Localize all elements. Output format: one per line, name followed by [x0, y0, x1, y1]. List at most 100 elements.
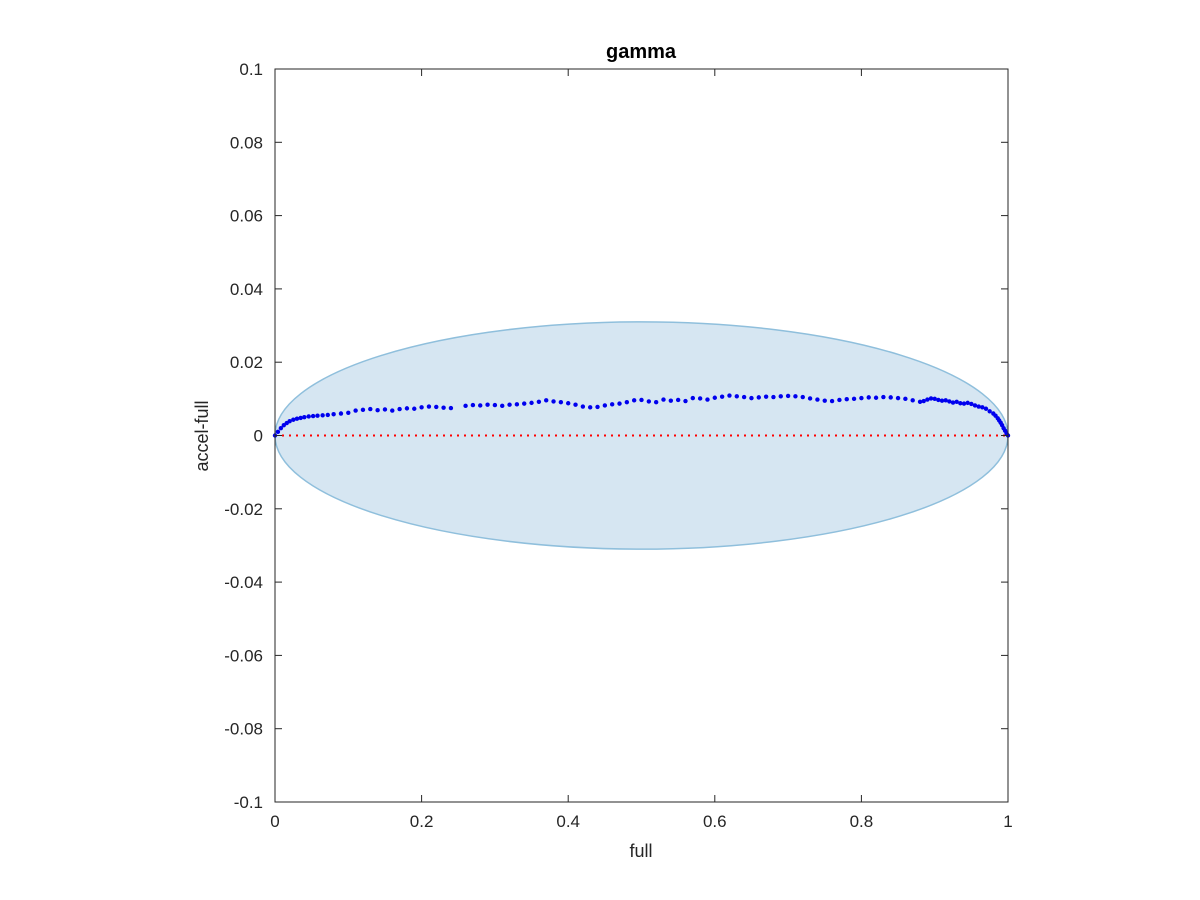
x-tick-label: 0.2 [410, 812, 434, 831]
data-point [756, 395, 761, 400]
data-point [368, 406, 373, 412]
data-point [646, 399, 652, 404]
data-point [448, 405, 454, 411]
x-tick-label: 0.8 [850, 812, 874, 831]
data-point [294, 416, 300, 421]
data-point [580, 404, 586, 409]
data-point [741, 394, 747, 400]
data-point [888, 395, 893, 400]
data-point [917, 399, 923, 404]
data-point [895, 395, 901, 401]
data-point [910, 398, 915, 403]
x-axis-label: full [629, 841, 652, 861]
data-point [397, 406, 402, 412]
data-point [470, 402, 476, 408]
data-point [921, 398, 926, 404]
data-point [661, 397, 666, 402]
data-point [338, 411, 344, 416]
data-point [306, 414, 311, 419]
data-point [851, 396, 857, 402]
data-point [983, 406, 989, 411]
data-point [595, 404, 600, 410]
data-point [587, 405, 593, 410]
data-point [844, 397, 849, 402]
x-tick-label: 0 [270, 812, 279, 831]
plot-area [272, 321, 1011, 550]
data-point [404, 406, 410, 411]
data-point [346, 410, 351, 415]
data-point [925, 397, 930, 402]
data-point [360, 407, 366, 413]
x-tick-label: 0.6 [703, 812, 727, 831]
data-point [932, 396, 937, 402]
data-point [412, 406, 417, 411]
data-point [881, 394, 886, 400]
data-point [463, 403, 468, 409]
y-tick-label: -0.02 [224, 500, 263, 519]
data-point [936, 397, 941, 403]
data-point [551, 399, 556, 404]
y-tick-label: -0.04 [224, 573, 263, 592]
data-point [302, 414, 307, 420]
data-point [441, 405, 446, 410]
data-point [631, 398, 637, 403]
data-point [815, 397, 820, 402]
data-point [653, 399, 659, 405]
data-point [976, 404, 981, 409]
data-point [390, 408, 395, 413]
data-point [609, 402, 615, 407]
data-point [793, 394, 798, 399]
data-point [961, 401, 967, 406]
data-point [602, 403, 608, 408]
data-point [727, 393, 732, 398]
y-tick-label: 0.06 [230, 207, 263, 226]
data-point [763, 394, 769, 399]
data-point [573, 402, 578, 407]
y-axis-label: accel-full [192, 400, 212, 471]
data-point [690, 395, 696, 401]
data-point [697, 396, 703, 401]
data-point [492, 402, 498, 408]
y-tick-label: 0 [254, 427, 263, 446]
data-point [536, 399, 542, 404]
data-point [822, 398, 827, 403]
data-point [778, 394, 783, 399]
data-point [859, 395, 864, 401]
y-tick-label: 0.1 [239, 60, 263, 79]
data-point [310, 413, 316, 419]
chart-title: gamma [606, 41, 677, 63]
data-point [544, 398, 549, 403]
data-point [419, 405, 424, 410]
axes: 0 0.2 0.4 0.6 0.8 1 -0.1 -0.08 -0.06 -0.04 -0.02 0 0… [224, 60, 1012, 831]
data-point [675, 397, 681, 403]
data-point [325, 412, 330, 418]
data-point [866, 395, 871, 400]
data-point [566, 401, 571, 406]
data-point [965, 400, 970, 406]
data-point [837, 397, 842, 403]
data-point [639, 397, 644, 403]
data-point [529, 400, 534, 406]
data-point [298, 415, 303, 421]
data-point [668, 398, 674, 403]
data-point [771, 394, 776, 400]
data-point [950, 400, 956, 405]
data-point [478, 403, 483, 408]
x-tick-label: 1 [1003, 812, 1012, 831]
x-tick-label: 0.4 [556, 812, 580, 831]
data-point [275, 429, 281, 435]
data-point [903, 396, 908, 402]
data-point [500, 403, 505, 409]
data-point [291, 417, 296, 422]
data-point [287, 419, 292, 424]
data-point [958, 401, 963, 406]
data-point [375, 408, 380, 413]
data-point [705, 397, 710, 402]
data-point [829, 398, 835, 404]
data-point [382, 407, 388, 412]
data-point [331, 412, 336, 417]
data-point [785, 393, 791, 399]
data-point [734, 394, 739, 399]
data-point [947, 399, 952, 404]
